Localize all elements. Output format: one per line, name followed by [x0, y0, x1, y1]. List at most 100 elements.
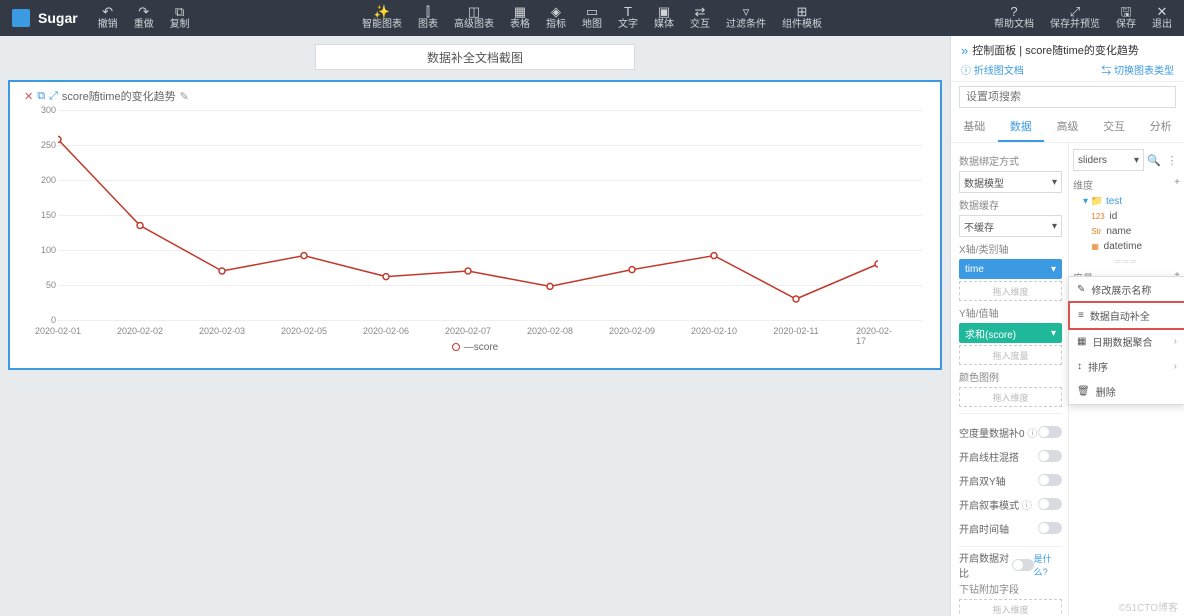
add-dim-icon[interactable]: +: [1174, 177, 1180, 192]
color-drop[interactable]: 拖入维度: [959, 387, 1062, 407]
xaxis-pill[interactable]: time▾: [959, 259, 1062, 279]
bind-select[interactable]: 数据模型▾: [959, 171, 1062, 193]
toolbar-保存并预览[interactable]: ⤢保存并预览: [1042, 3, 1108, 33]
toolbar-指标[interactable]: ◈指标: [538, 3, 574, 33]
right-panel: » 控制面板 | score随time的变化趋势 ⓘ 折线图文档 ⇆ 切换图表类型…: [950, 36, 1184, 616]
tab-分析[interactable]: 分析: [1137, 112, 1184, 142]
more-icon[interactable]: ⋮: [1164, 152, 1180, 168]
legend: —score: [24, 342, 926, 353]
search-row: [951, 82, 1184, 112]
context-menu: ✎修改展示名称≡数据自动补全▦日期数据聚合›↕排序›🗑删除: [1068, 276, 1184, 405]
toolbar-复制[interactable]: ⧉复制: [162, 3, 198, 33]
bind-label: 数据绑定方式: [959, 153, 1062, 168]
chart-header: ✕ ⧉ ⤢ score随time的变化趋势 ✎: [24, 88, 926, 104]
toolbar-撤销[interactable]: ↶撤销: [90, 3, 126, 33]
app-name: Sugar: [38, 10, 78, 26]
doc-link[interactable]: ⓘ 折线图文档: [961, 62, 1024, 77]
toolbar-组件模板[interactable]: ⊞组件模板: [774, 3, 830, 33]
ctx-修改展示名称[interactable]: ✎修改展示名称: [1069, 277, 1184, 302]
ctx-日期数据聚合[interactable]: ▦日期数据聚合›: [1069, 329, 1184, 354]
panel-title: 控制面板 | score随time的变化趋势: [972, 42, 1139, 58]
edit-icon[interactable]: ✎: [180, 90, 189, 103]
x-axis: 2020-02-012020-02-022020-02-032020-02-05…: [58, 326, 922, 340]
yaxis-pill[interactable]: 求和(score)▾: [959, 323, 1062, 343]
toggle-row: 开启叙事模式 ⓘ: [959, 492, 1062, 516]
ctx-排序[interactable]: ↕排序›: [1069, 354, 1184, 379]
field-name[interactable]: Str name: [1073, 224, 1180, 239]
xaxis-drop[interactable]: 拖入维度: [959, 281, 1062, 301]
drill-label: 下钻附加字段: [959, 581, 1062, 596]
chart-container[interactable]: ✕ ⧉ ⤢ score随time的变化趋势 ✎ 0501001502002503…: [8, 80, 942, 370]
toolbar-高级图表[interactable]: ◫高级图表: [446, 3, 502, 33]
tab-高级[interactable]: 高级: [1044, 112, 1091, 142]
main: 数据补全文档截图 ✕ ⧉ ⤢ score随time的变化趋势 ✎ 0501001…: [0, 36, 1184, 616]
toggle[interactable]: [1038, 450, 1062, 462]
drag-handle[interactable]: ═══: [1073, 258, 1180, 264]
field-id[interactable]: 123 id: [1073, 209, 1180, 224]
collapse-icon[interactable]: »: [961, 43, 968, 58]
toggle-row: 开启时间轴: [959, 516, 1062, 540]
color-label: 颜色图例: [959, 369, 1062, 384]
line-series: [58, 110, 878, 320]
dim-folder[interactable]: ▾ 📁 test: [1073, 194, 1180, 209]
toolbar-right: ?帮助文档⤢保存并预览🖫保存✕退出: [986, 3, 1184, 33]
tab-基础[interactable]: 基础: [951, 112, 998, 142]
cache-select[interactable]: 不缓存▾: [959, 215, 1062, 237]
topbar: Sugar ↶撤销↷重做⧉复制 ✨智能图表⫿图表◫高级图表▦表格◈指标▭地图T文…: [0, 0, 1184, 36]
config-column: 数据绑定方式 数据模型▾ 数据缓存 不缓存▾ X轴/类别轴 time▾ 拖入维度…: [951, 143, 1069, 616]
toolbar-表格[interactable]: ▦表格: [502, 3, 538, 33]
toolbar-重做[interactable]: ↷重做: [126, 3, 162, 33]
toggle[interactable]: [1038, 522, 1062, 534]
toggle-row: 开启线柱混搭: [959, 444, 1062, 468]
tab-交互[interactable]: 交互: [1091, 112, 1138, 142]
search-input[interactable]: [959, 86, 1176, 108]
toolbar-地图[interactable]: ▭地图: [574, 3, 610, 33]
toggle[interactable]: [1038, 498, 1062, 510]
y-axis: 050100150200250300: [24, 110, 58, 320]
toggle-row: 空度量数据补0 ⓘ: [959, 420, 1062, 444]
toolbar-left: ↶撤销↷重做⧉复制: [90, 3, 198, 33]
compare-toggle[interactable]: [1012, 559, 1033, 571]
ctx-删除[interactable]: 🗑删除: [1069, 379, 1184, 404]
legend-label: score: [474, 342, 498, 353]
toolbar-center: ✨智能图表⫿图表◫高级图表▦表格◈指标▭地图T文字▣媒体⇄交互▿过滤条件⊞组件模…: [354, 3, 830, 33]
logo-icon: [12, 9, 30, 27]
toggle[interactable]: [1038, 426, 1062, 438]
toolbar-帮助文档[interactable]: ?帮助文档: [986, 3, 1042, 33]
close-icon[interactable]: ✕: [24, 90, 33, 103]
toolbar-退出[interactable]: ✕退出: [1144, 3, 1180, 33]
toolbar-文字[interactable]: T文字: [610, 3, 646, 33]
toolbar-保存[interactable]: 🖫保存: [1108, 3, 1144, 33]
toggle-row: 开启双Y轴: [959, 468, 1062, 492]
tab-数据[interactable]: 数据: [998, 112, 1045, 142]
xaxis-label: X轴/类别轴: [959, 241, 1062, 256]
yaxis-drop[interactable]: 拖入度量: [959, 345, 1062, 365]
search-icon[interactable]: 🔍: [1146, 152, 1162, 168]
logo: Sugar: [0, 9, 90, 27]
drill-drop[interactable]: 拖入维度: [959, 599, 1062, 616]
field-datetime[interactable]: ▦ datetime: [1073, 239, 1180, 254]
compare-link[interactable]: 是什么?: [1034, 552, 1062, 578]
config-tabs: 基础数据高级交互分析: [951, 112, 1184, 143]
doc-title-input[interactable]: 数据补全文档截图: [315, 44, 635, 70]
watermark: ©51CTO博客: [1119, 599, 1178, 614]
chart-plot: 050100150200250300 2020-02-012020-02-022…: [24, 110, 926, 340]
slider-select[interactable]: sliders▾: [1073, 149, 1144, 171]
canvas-area: 数据补全文档截图 ✕ ⧉ ⤢ score随time的变化趋势 ✎ 0501001…: [0, 36, 950, 616]
toolbar-交互[interactable]: ⇄交互: [682, 3, 718, 33]
dim-header: 维度: [1073, 177, 1093, 192]
toolbar-图表[interactable]: ⫿图表: [410, 3, 446, 33]
toolbar-智能图表[interactable]: ✨智能图表: [354, 3, 410, 33]
chart-title: score随time的变化趋势: [62, 88, 176, 104]
legend-marker: [452, 343, 460, 351]
expand-icon[interactable]: ⤢: [49, 90, 58, 103]
yaxis-label: Y轴/值轴: [959, 305, 1062, 320]
ctx-数据自动补全[interactable]: ≡数据自动补全: [1068, 301, 1184, 330]
toolbar-过滤条件[interactable]: ▿过滤条件: [718, 3, 774, 33]
copy-icon[interactable]: ⧉: [37, 90, 45, 103]
cache-label: 数据缓存: [959, 197, 1062, 212]
compare-row: 开启数据对比 是什么?: [959, 553, 1062, 577]
toolbar-媒体[interactable]: ▣媒体: [646, 3, 682, 33]
switch-chart-link[interactable]: ⇆ 切换图表类型: [1101, 62, 1174, 77]
toggle[interactable]: [1038, 474, 1062, 486]
